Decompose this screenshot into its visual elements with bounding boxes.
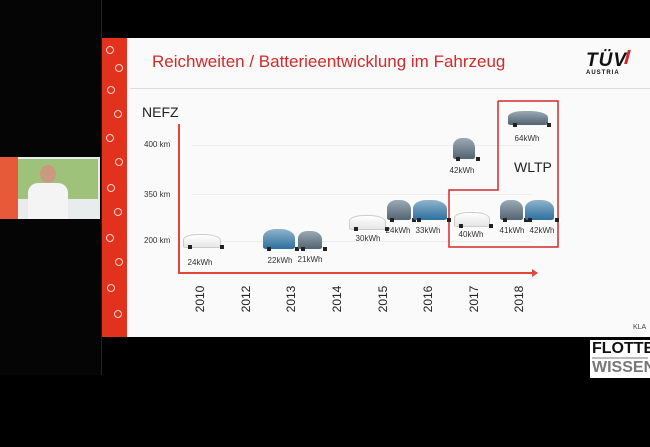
tuv-austria-logo: TÜV AUSTRIA bbox=[586, 50, 636, 76]
gridline bbox=[192, 241, 532, 242]
red-doodle-strip bbox=[102, 38, 127, 337]
year-label: 2012 bbox=[239, 285, 253, 313]
logo-sub: AUSTRIA bbox=[586, 70, 620, 76]
webcam-video[interactable] bbox=[0, 157, 100, 219]
presentation-slide: Reichweiten / Batterieentwicklung im Fah… bbox=[102, 38, 650, 337]
year-label: 2017 bbox=[467, 285, 481, 313]
logo-line-2: WISSEN bbox=[592, 359, 650, 376]
y-tick-400: 400 km bbox=[144, 140, 171, 149]
person-body bbox=[28, 183, 68, 219]
flotte-wissen-logo: FLOTTE WISSEN bbox=[590, 340, 650, 378]
year-label: 2018 bbox=[512, 285, 526, 313]
logo-line-1: FLOTTE bbox=[592, 340, 650, 357]
year-label: 2015 bbox=[376, 285, 390, 313]
car-image bbox=[263, 229, 300, 251]
year-label: 2014 bbox=[330, 285, 344, 313]
car-image bbox=[183, 234, 224, 249]
car-image bbox=[525, 200, 559, 222]
y-tick-350: 350 km bbox=[144, 190, 171, 199]
battery-label: 24kWh bbox=[385, 226, 411, 235]
car-image bbox=[508, 111, 552, 127]
battery-label: 42kWh bbox=[449, 166, 475, 175]
battery-label: 21kWh bbox=[297, 255, 323, 264]
person-head bbox=[40, 165, 56, 183]
battery-label: 40kWh bbox=[458, 230, 484, 239]
battery-label: 42kWh bbox=[529, 226, 555, 235]
background-poster bbox=[0, 157, 18, 219]
battery-label: 64kWh bbox=[514, 134, 540, 143]
x-axis-arrow-icon bbox=[532, 269, 538, 277]
y-axis bbox=[178, 124, 180, 273]
battery-label: 41kWh bbox=[499, 226, 525, 235]
gridline bbox=[192, 145, 532, 146]
car-image bbox=[349, 215, 389, 231]
car-image bbox=[298, 231, 328, 251]
car-image bbox=[454, 212, 493, 228]
title-separator bbox=[130, 88, 650, 89]
year-label: 2016 bbox=[421, 285, 435, 313]
slide-title: Reichweiten / Batterieentwicklung im Fah… bbox=[152, 52, 506, 71]
logo-main: TÜV bbox=[586, 50, 627, 71]
battery-label: 33kWh bbox=[415, 226, 441, 235]
car-image bbox=[453, 138, 481, 161]
battery-label: 22kWh bbox=[267, 256, 293, 265]
logo-divider bbox=[592, 357, 648, 359]
wltp-label: WLTP bbox=[514, 159, 552, 175]
battery-label: 30kWh bbox=[355, 234, 381, 243]
car-image bbox=[500, 200, 529, 222]
footer-text: KLA bbox=[633, 324, 647, 331]
battery-label: 24kWh bbox=[187, 258, 213, 267]
year-label: 2010 bbox=[193, 285, 207, 313]
y-axis-label: NEFZ bbox=[142, 104, 179, 120]
car-image bbox=[413, 200, 451, 222]
year-label: 2013 bbox=[284, 285, 298, 313]
wltp-box bbox=[448, 100, 559, 248]
car-image bbox=[387, 200, 417, 222]
y-tick-200: 200 km bbox=[144, 236, 171, 245]
participant-panel bbox=[0, 0, 102, 375]
x-axis bbox=[178, 272, 536, 274]
gridline bbox=[192, 194, 532, 195]
